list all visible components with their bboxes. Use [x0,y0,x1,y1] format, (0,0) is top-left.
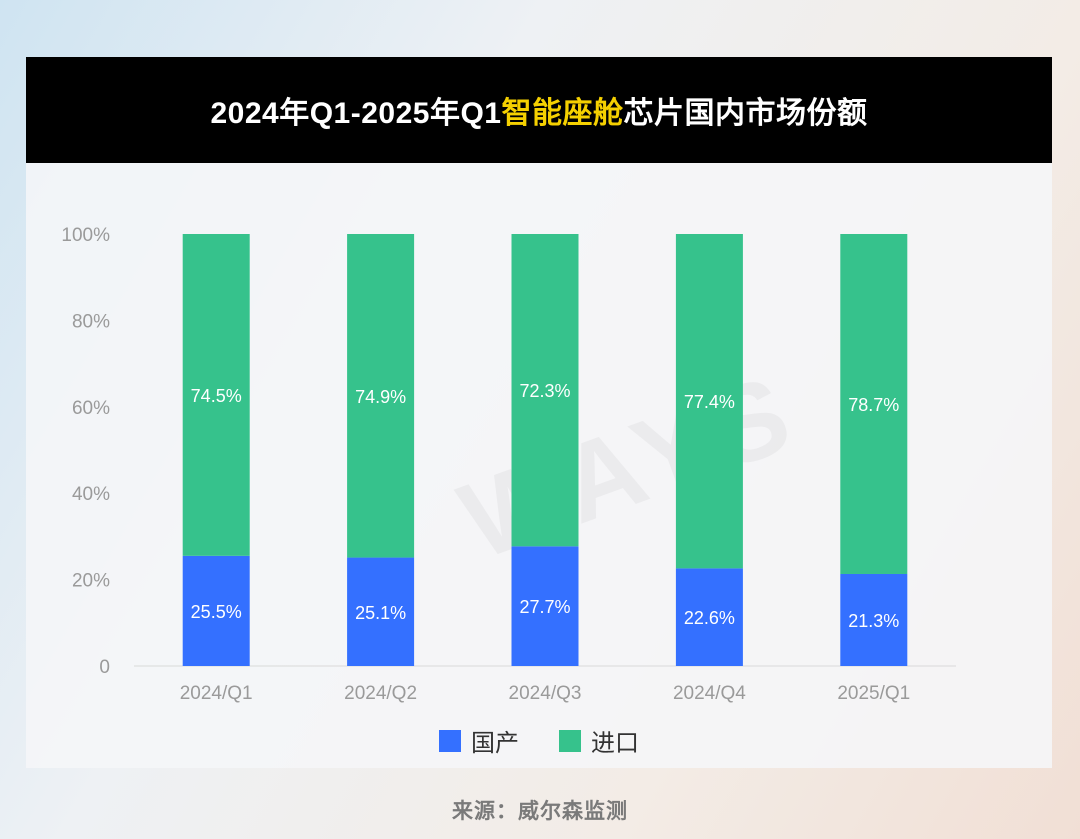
y-tick-label: 80% [72,311,110,332]
data-label-domestic: 25.1% [355,603,406,623]
x-tick-label: 2025/Q1 [837,683,910,704]
data-label-domestic: 22.6% [684,608,735,628]
legend-label-imported: 进口 [591,730,639,757]
legend-item-domestic: 国产 [439,723,519,758]
legend-label-domestic: 国产 [471,730,519,757]
bar-domestic [182,555,250,666]
legend-swatch-imported [559,729,581,752]
x-tick-label: 2024/Q4 [673,683,746,704]
y-tick-label: 0 [99,657,110,678]
bar-domestic [511,546,579,666]
x-tick-label: 2024/Q3 [509,683,582,704]
stacked-bar-chart: 0 20% 40% 60% 80% 100% 25.5% 74.5% 2024/Q1 25.1% 7… [61,225,956,704]
y-tick-label: 40% [72,484,110,505]
y-tick-label: 100% [61,225,110,246]
y-tick-label: 60% [72,398,110,419]
bar-imported [675,234,743,569]
bar-domestic [840,573,908,666]
data-label-imported: 74.5% [191,386,242,406]
data-label-domestic: 27.7% [519,597,570,617]
x-tick-label: 2024/Q1 [180,683,253,704]
legend: 国产 进口 [26,723,1052,758]
chart-panel: WAYS 020%40%60%80%100%25.5%74.5%2024/Q12… [26,163,1052,768]
bar-imported [840,234,908,574]
title-highlight: 智能座舱 [501,97,624,130]
data-label-imported: 77.4% [684,392,735,412]
legend-item-imported: 进口 [559,723,639,758]
data-label-imported: 72.3% [519,381,570,401]
bar-domestic [347,557,415,666]
data-label-imported: 78.7% [848,395,899,415]
bar-imported [511,234,579,547]
data-label-domestic: 21.3% [848,611,899,631]
data-label-domestic: 25.5% [191,602,242,622]
x-tick-label: 2024/Q2 [344,683,417,704]
source-note: 来源：威尔森监测 [452,800,628,823]
title-prefix: 2024年Q1-2025年Q1 [210,97,502,130]
legend-swatch-domestic [439,729,461,752]
title-suffix: 芯片国内市场份额 [623,97,868,130]
y-tick-label: 20% [72,571,110,592]
bar-domestic [675,568,743,666]
bar-imported [347,234,415,558]
data-label-imported: 74.9% [355,387,406,407]
chart-title: 2024年Q1-2025年Q1 智能座舱 芯片国内市场份额 [26,57,1052,163]
bar-imported [182,234,250,556]
